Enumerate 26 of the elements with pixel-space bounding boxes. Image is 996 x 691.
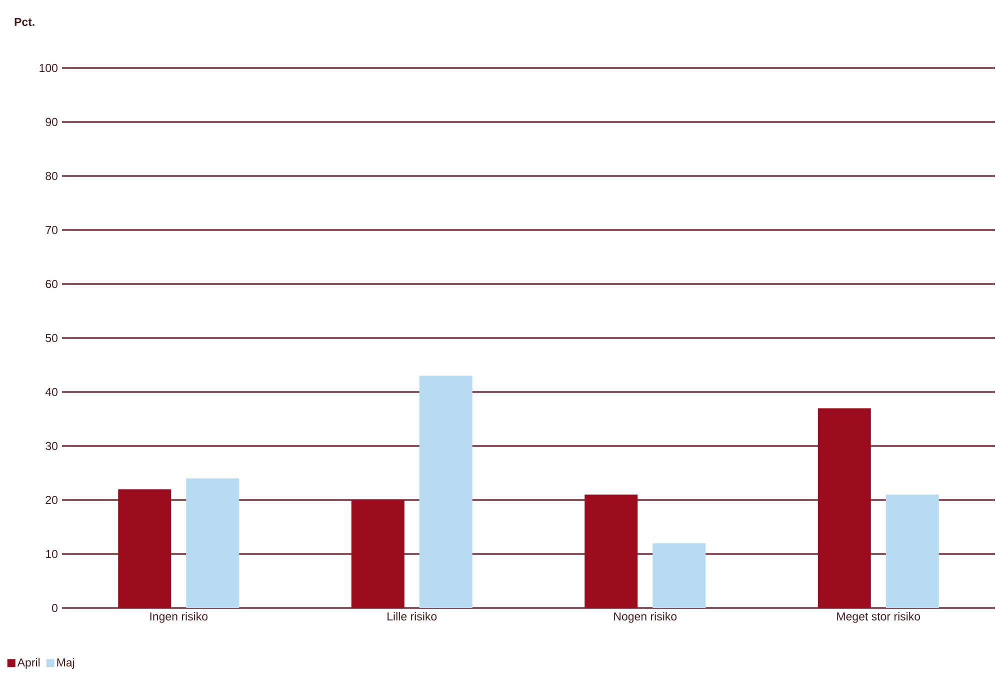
y-tick-label: 40 [45,388,58,396]
y-tick-label: 20 [46,496,58,504]
y-tick-label: 30 [46,442,58,450]
bar [818,408,871,608]
legend-label: April [17,658,40,669]
bar [419,376,472,608]
y-tick-label: 50 [46,334,58,342]
x-tick-label: Lille risiko [388,612,437,620]
y-tick-label: 100 [40,64,58,72]
y-tick-label: 0 [52,604,58,612]
y-axis-title: Pct. [14,18,34,26]
y-tick-label: 10 [46,550,58,558]
y-tick-label: 60 [46,280,58,288]
bar [584,494,638,608]
y-tick-label: 80 [46,172,58,180]
bar [186,478,240,608]
x-tick-label: Nogen risiko [614,612,677,623]
bar [351,500,404,608]
bar [652,543,706,608]
bar [118,489,172,608]
legend-label: Maj [57,658,74,669]
y-tick-label: 90 [46,118,58,126]
y-tick-label: 70 [46,226,58,234]
bar [886,494,939,608]
x-tick-label: Meget stor risiko [837,612,920,623]
x-tick-label: Ingen risiko [150,612,208,623]
